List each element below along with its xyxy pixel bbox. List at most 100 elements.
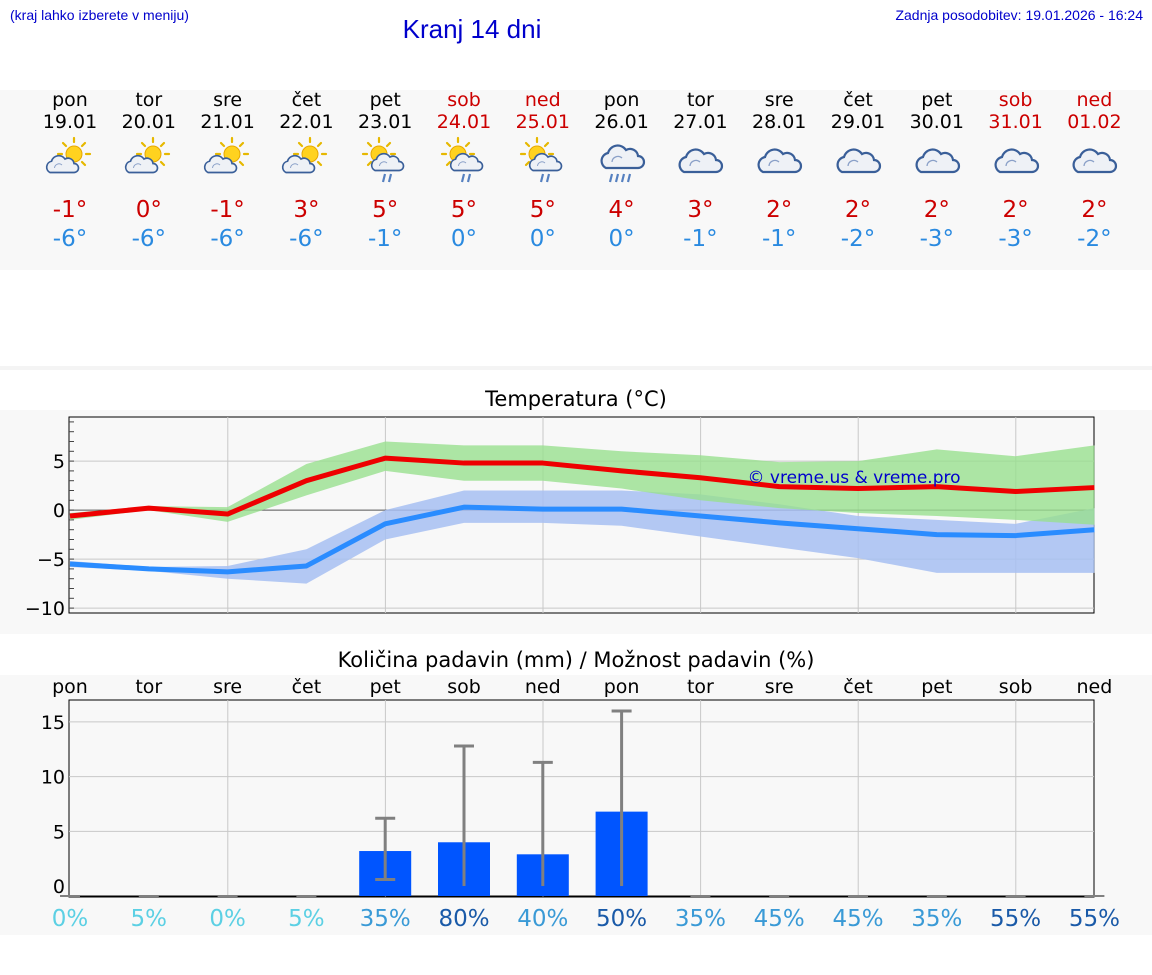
precipitation-chart-title: Količina padavin (mm) / Možnost padavin … <box>337 648 815 672</box>
temperature-chart-title: Temperatura (°C) <box>485 387 667 411</box>
precip-day-label: sre <box>213 676 242 698</box>
forecast-date: 21.01 <box>200 111 255 133</box>
precip-day-label: ned <box>1077 676 1113 698</box>
divider <box>0 366 1152 370</box>
precip-probability-label: 5% <box>131 906 168 932</box>
plot-area <box>68 699 1095 898</box>
forecast-date: 24.01 <box>436 111 492 133</box>
forecast-min-temp: 0° <box>529 226 556 252</box>
forecast-max-temp: -1° <box>52 197 88 223</box>
cloud-icon <box>986 136 1046 184</box>
forecast-min-temp: -6° <box>131 226 167 252</box>
y-tick-label: 0 <box>53 500 65 522</box>
forecast-min-temp: 0° <box>450 226 478 252</box>
forecast-max-temp: 5° <box>529 197 556 223</box>
forecast-max-temp: 2° <box>1081 197 1108 223</box>
precip-probability-label: 5% <box>288 906 325 932</box>
precip-day-label: ned <box>525 676 561 698</box>
cloud-icon <box>670 136 730 184</box>
forecast-day-name: sre <box>213 89 243 111</box>
precip-probability-label: 35% <box>911 906 962 932</box>
forecast-day-name: ned <box>524 89 561 111</box>
forecast-day-name: pon <box>52 89 88 111</box>
forecast-panel <box>0 90 1152 270</box>
forecast-min-temp: -6° <box>52 226 88 252</box>
precip-day-label: pon <box>52 676 88 698</box>
precip-day-label: sob <box>999 676 1033 698</box>
precip-probability-label: 50% <box>596 906 647 932</box>
sun-cloud-icon <box>40 136 100 184</box>
forecast-date: 22.01 <box>279 111 334 133</box>
precip-probability-label: 55% <box>1069 906 1120 932</box>
forecast-min-temp: -1° <box>761 226 797 252</box>
min-temp-range-band <box>70 490 1095 584</box>
y-tick-label: −5 <box>37 549 65 571</box>
sun-cloud-icon <box>198 136 258 184</box>
forecast-min-temp: -6° <box>289 226 324 252</box>
y-tick-label: 15 <box>41 712 65 734</box>
precip-probability-label: 35% <box>360 906 411 932</box>
y-tick-label: 10 <box>41 767 65 789</box>
precip-day-label: tor <box>687 676 714 698</box>
forecast-date: 26.01 <box>594 111 649 133</box>
location-hint: (kraj lahko izberete v meniju) <box>10 7 189 23</box>
precip-probability-label: 55% <box>990 906 1041 932</box>
max-temp-range-band <box>70 441 1095 525</box>
forecast-max-temp: -1° <box>210 197 245 223</box>
precip-probability-label: 0% <box>209 906 246 932</box>
temperature-chart: 5 0 −5 −10 © vreme.us & vreme.pro <box>25 416 1095 620</box>
forecast-max-temp: 3° <box>687 197 714 223</box>
sun-cloud-rain-icon <box>434 136 494 184</box>
forecast-min-temp: -1° <box>683 226 718 252</box>
sun-cloud-rain-icon <box>513 136 573 184</box>
precip-day-label: sre <box>765 676 794 698</box>
forecast-max-temp: 2° <box>923 197 950 223</box>
precipitation-chart: pon tor sre čet pet sob ned pon tor sre čet pet sob n… <box>41 676 1120 932</box>
forecast-date: 20.01 <box>121 111 176 133</box>
forecast-day-name: ned <box>1076 89 1113 111</box>
forecast-date: 01.02 <box>1067 111 1122 133</box>
forecast-max-temp: 4° <box>608 197 635 223</box>
forecast-date: 27.01 <box>673 111 728 133</box>
cloud-icon <box>1064 136 1124 184</box>
forecast-day-name: pet <box>921 89 953 111</box>
precip-day-label: čet <box>292 676 322 698</box>
forecast-min-temp: -2° <box>1077 226 1112 252</box>
sun-cloud-rain-icon <box>355 136 415 184</box>
forecast-day-name: tor <box>135 89 163 111</box>
forecast-max-temp: 5° <box>450 197 478 223</box>
precip-probability-label: 0% <box>52 906 89 932</box>
forecast-day-name: čet <box>843 89 873 111</box>
forecast-min-temp: 0° <box>608 226 635 252</box>
forecast-min-temp: -2° <box>840 226 876 252</box>
min-temp-line <box>69 504 1095 575</box>
forecast-day-name: sre <box>764 89 794 111</box>
precip-day-label: sob <box>447 676 481 698</box>
forecast-date: 19.01 <box>42 111 98 133</box>
forecast-min-temp: -1° <box>367 226 403 252</box>
forecast-max-temp: 2° <box>766 197 793 223</box>
sun-cloud-icon <box>276 136 336 184</box>
forecast-max-temp: 2° <box>1002 197 1029 223</box>
precip-probability-label: 80% <box>438 906 489 932</box>
forecast-day-name: pon <box>603 89 640 111</box>
cloud-icon <box>749 136 809 184</box>
forecast-date: 31.01 <box>988 111 1043 133</box>
precip-probability-label: 40% <box>517 906 568 932</box>
forecast-date: 30.01 <box>909 111 964 133</box>
forecast-day-name: čet <box>291 89 322 111</box>
cloud-heavy-rain-icon <box>592 136 652 184</box>
y-tick-label: 0 <box>53 876 65 898</box>
forecast-date: 29.01 <box>830 111 886 133</box>
sun-cloud-icon <box>119 136 179 184</box>
forecast-day-name: sob <box>447 89 481 111</box>
y-tick-label: 5 <box>53 451 65 473</box>
last-updated: Zadnja posodobitev: 19.01.2026 - 16:24 <box>895 7 1143 23</box>
forecast-max-temp: 0° <box>135 197 162 223</box>
y-tick-label: −10 <box>25 598 65 620</box>
page-title: Kranj 14 dni <box>402 14 542 44</box>
forecast-min-temp: -3° <box>919 226 955 252</box>
precip-day-label: pet <box>370 676 401 698</box>
y-tick-label: 5 <box>53 821 65 843</box>
forecast-day-name: tor <box>686 89 714 111</box>
